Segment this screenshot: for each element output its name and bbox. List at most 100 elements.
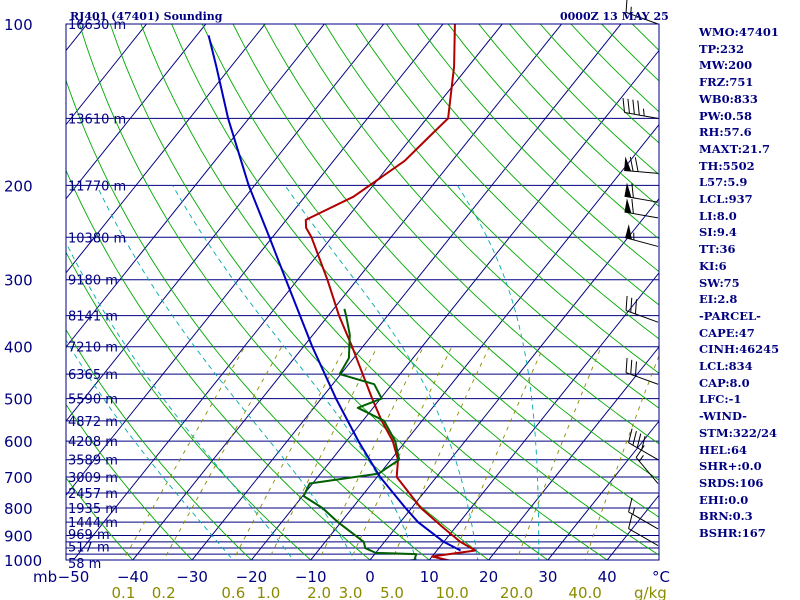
height-label: 1444 m (68, 516, 118, 531)
wind-barb (625, 0, 659, 25)
temperature-tick-label: 40 (598, 568, 617, 586)
mixing-ratio-label: 0.6 (221, 584, 245, 600)
sounding-time: 0000Z 13 MAY 25 (560, 10, 669, 23)
isotherm-line (66, 24, 148, 126)
index-item: TT:36 (699, 242, 736, 257)
height-label: 5590 m (68, 393, 118, 408)
moist-adiabat-line (66, 339, 234, 560)
index-item: LFC:-1 (699, 392, 742, 407)
dry-adiabat-line (232, 24, 659, 481)
wind-barb (625, 224, 659, 247)
pressure-tick-label: 600 (4, 433, 33, 451)
height-label: 1935 m (68, 502, 118, 517)
mixing-ratio-line (516, 346, 602, 560)
mixing-ratio-label: 0.2 (152, 584, 176, 600)
index-item: SRDS:106 (699, 475, 764, 490)
mixing-ratio-label: 2.0 (307, 584, 331, 600)
chart-series (207, 24, 477, 560)
height-label: 7210 m (68, 341, 118, 356)
isotherm-line (191, 24, 622, 560)
pressure-tick-label: 500 (4, 391, 33, 409)
mixing-ratio-line (232, 346, 346, 560)
pressure-tick-label: 800 (4, 500, 33, 518)
height-label: 3009 m (68, 471, 118, 486)
mixing-ratio-line (318, 346, 424, 560)
pressure-unit-label: mb (33, 568, 57, 586)
station-title: RJ401 (47401) Sounding (70, 10, 223, 23)
mixing-ratio-line (350, 346, 453, 560)
mixing-ratio-line (391, 346, 490, 560)
index-item: SW:75 (699, 275, 740, 290)
height-label: 8141 m (68, 310, 118, 325)
index-item: CAPE:47 (699, 325, 755, 340)
index-item: LCL:937 (699, 192, 753, 207)
isotherm-line (250, 49, 659, 560)
index-item: WMO:47401 (699, 25, 779, 39)
pressure-tick-label: 100 (4, 16, 33, 34)
wind-barb (635, 445, 659, 484)
pressure-tick-label: 1000 (4, 552, 42, 570)
mixing-ratio-line (584, 354, 659, 560)
isotherm-line (66, 24, 266, 274)
height-label: 58 m (68, 557, 101, 572)
wind-barb (625, 295, 659, 323)
index-item: CAP:8.0 (699, 375, 750, 390)
wind-barb (622, 97, 659, 119)
plot-frame (65, 23, 660, 561)
dry-adiabat-line (66, 78, 431, 560)
isotherm-line (547, 420, 659, 560)
dry-adiabat-line (263, 24, 659, 445)
pressure-tick-label: 200 (4, 177, 33, 195)
mixing-ratio-label: 0.1 (112, 584, 136, 600)
mixing-ratio-label: 40.0 (568, 584, 601, 600)
temperature-tick-label: −50 (58, 568, 90, 586)
wind-barb (624, 182, 659, 203)
pressure-tick-label: 300 (4, 272, 33, 290)
temperature-tick-label: 20 (479, 568, 498, 586)
dry-adiabat-line (201, 24, 659, 518)
parcel-line (207, 35, 462, 552)
moist-adiabat-line (457, 185, 540, 560)
temperature-tick-label: 0 (365, 568, 375, 586)
isotherm-line (132, 24, 563, 560)
isotherm-line (310, 123, 659, 560)
dry-adiabat-line (66, 403, 193, 560)
wind-barb (628, 514, 659, 547)
dry-adiabat-line (171, 24, 659, 556)
height-label: 2457 m (68, 487, 118, 502)
height-label: 10380 m (68, 231, 126, 246)
index-item: FRZ:751 (699, 75, 754, 90)
wind-barb (624, 156, 659, 174)
isotherm-line (66, 24, 326, 348)
dry-adiabat-line (416, 24, 659, 273)
temperature-line (304, 24, 477, 560)
index-item: SI:9.4 (699, 225, 737, 240)
pressure-tick-label: 900 (4, 527, 33, 545)
dry-adiabat-line (78, 24, 490, 560)
isotherm-line (369, 197, 659, 560)
dry-adiabat-line (324, 24, 659, 374)
height-label: 11770 m (68, 179, 126, 194)
index-item: SHR+:0.0 (699, 459, 762, 474)
index-item: KI:6 (699, 258, 727, 273)
index-item: -WIND- (699, 409, 747, 424)
moist-adiabat-line (66, 241, 294, 560)
dry-adiabat-line (386, 24, 659, 306)
height-label: 969 m (68, 528, 110, 543)
height-label: 4872 m (68, 415, 118, 430)
mixing-ratio-line (122, 346, 246, 560)
index-item: BSHR:167 (699, 526, 766, 541)
dry-adiabat-line (294, 24, 659, 409)
dry-adiabat-line (355, 24, 659, 340)
pressure-tick-label: 700 (4, 469, 33, 487)
temperature-tick-label: 10 (420, 568, 439, 586)
dry-adiabat-line (140, 24, 609, 560)
index-item: MAXT:21.7 (699, 141, 770, 156)
mixing-ratio-label: 10.0 (435, 584, 468, 600)
index-item: WB0:833 (699, 91, 758, 106)
height-label: 4208 m (68, 435, 118, 450)
dewpoint-line (302, 308, 418, 560)
dry-adiabat-line (66, 169, 371, 560)
isotherm-line (487, 346, 659, 560)
